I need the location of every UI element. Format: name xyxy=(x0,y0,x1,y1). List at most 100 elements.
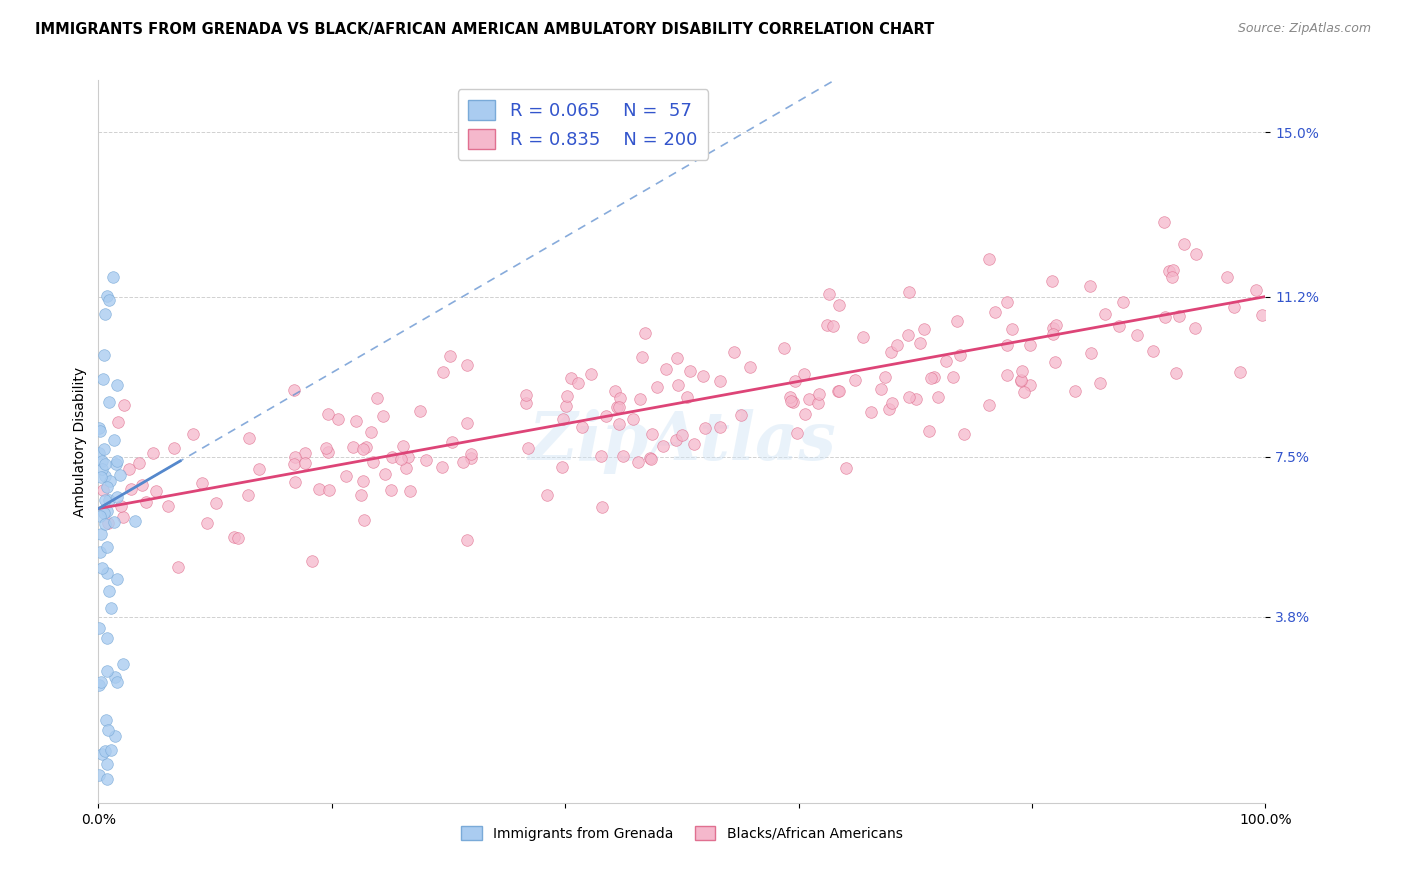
Point xyxy=(135,495,157,509)
Point xyxy=(104,458,127,472)
Point xyxy=(606,400,628,414)
Point xyxy=(94,516,117,531)
Point xyxy=(1168,309,1191,323)
Point xyxy=(96,540,118,554)
Point xyxy=(1001,322,1024,336)
Point xyxy=(451,454,474,468)
Point xyxy=(96,757,118,772)
Point xyxy=(120,482,142,496)
Point xyxy=(97,395,120,409)
Point xyxy=(1078,279,1101,293)
Point xyxy=(111,657,134,672)
Point xyxy=(396,450,419,464)
Point xyxy=(283,450,305,465)
Point xyxy=(905,392,928,407)
Point xyxy=(284,475,307,489)
Point xyxy=(692,368,714,383)
Point xyxy=(1166,366,1188,380)
Point xyxy=(238,431,260,445)
Point xyxy=(634,326,657,340)
Point xyxy=(96,480,118,494)
Point xyxy=(554,399,576,413)
Point xyxy=(96,516,118,530)
Point xyxy=(91,372,114,386)
Point xyxy=(1154,310,1177,324)
Point xyxy=(107,415,129,429)
Point xyxy=(398,483,420,498)
Point xyxy=(100,742,122,756)
Point xyxy=(409,403,432,417)
Point xyxy=(1010,374,1032,388)
Point xyxy=(124,514,146,528)
Point xyxy=(977,252,1000,267)
Point xyxy=(1161,270,1184,285)
Point xyxy=(709,420,731,434)
Point xyxy=(912,322,935,336)
Point xyxy=(1063,384,1085,398)
Point xyxy=(1088,376,1111,391)
Text: IMMIGRANTS FROM GRENADA VS BLACK/AFRICAN AMERICAN AMBULATORY DISABILITY CORRELAT: IMMIGRANTS FROM GRENADA VS BLACK/AFRICAN… xyxy=(35,22,935,37)
Point xyxy=(1094,307,1116,321)
Point xyxy=(110,499,132,513)
Point xyxy=(607,400,630,414)
Point xyxy=(205,496,228,510)
Point xyxy=(595,409,617,423)
Point xyxy=(785,374,807,388)
Point xyxy=(460,451,482,466)
Point xyxy=(87,446,110,460)
Point xyxy=(738,359,761,374)
Point xyxy=(1153,214,1175,228)
Point xyxy=(456,533,478,548)
Point xyxy=(935,354,957,368)
Point xyxy=(628,392,651,407)
Point xyxy=(352,475,374,489)
Point xyxy=(294,446,316,460)
Point xyxy=(105,454,128,468)
Point xyxy=(344,415,367,429)
Point xyxy=(326,412,349,426)
Point xyxy=(96,631,118,645)
Text: ZipAtlas: ZipAtlas xyxy=(529,409,835,474)
Point xyxy=(97,584,120,599)
Point xyxy=(373,409,395,423)
Point xyxy=(93,744,115,758)
Point xyxy=(96,288,118,302)
Point xyxy=(91,747,114,762)
Point xyxy=(98,293,121,307)
Point xyxy=(779,390,801,404)
Point xyxy=(89,509,111,524)
Point xyxy=(675,390,697,404)
Point xyxy=(89,424,111,438)
Point xyxy=(709,374,731,388)
Point xyxy=(1011,364,1033,378)
Point xyxy=(94,493,117,508)
Point xyxy=(879,344,901,359)
Point xyxy=(96,713,118,727)
Point xyxy=(96,504,118,518)
Point xyxy=(627,454,650,468)
Point xyxy=(1173,236,1195,251)
Point xyxy=(827,384,849,398)
Point xyxy=(111,510,134,524)
Point xyxy=(1216,269,1239,284)
Point xyxy=(353,513,375,527)
Point xyxy=(335,469,357,483)
Point xyxy=(671,427,693,442)
Point xyxy=(1142,343,1164,358)
Point xyxy=(655,362,678,376)
Point xyxy=(631,350,654,364)
Point xyxy=(440,435,463,450)
Point xyxy=(104,669,127,683)
Point xyxy=(1042,326,1064,341)
Point xyxy=(651,438,673,452)
Point xyxy=(456,417,478,431)
Point xyxy=(128,456,150,470)
Point xyxy=(90,561,112,575)
Point xyxy=(1080,345,1102,359)
Point xyxy=(1229,366,1251,380)
Point xyxy=(96,772,118,787)
Point xyxy=(1223,300,1246,314)
Point xyxy=(984,305,1007,319)
Point xyxy=(780,394,803,409)
Point xyxy=(93,442,115,457)
